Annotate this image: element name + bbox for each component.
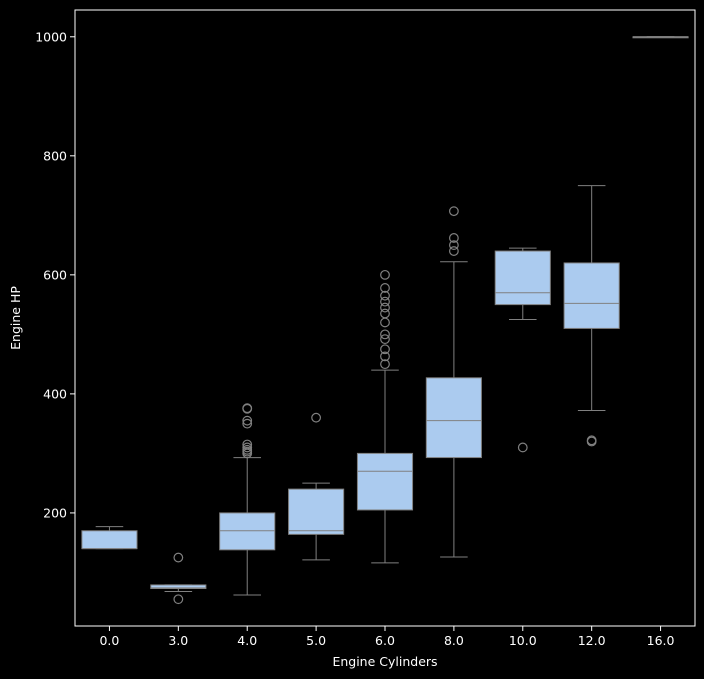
box-group-3-0 [150,552,207,605]
outlier-point [242,444,253,455]
outlier-point [242,415,253,426]
outlier-point [448,206,459,217]
x-axis-label: Engine Cylinders [332,654,437,669]
plot-marks [81,36,689,605]
x-tick-label: 12.0 [578,633,606,648]
box-body [288,488,345,535]
box-group-0-0 [81,526,138,550]
box-group-16-0 [632,36,689,39]
box-body [563,262,620,329]
outlier-point [380,290,390,301]
y-tick-label: 400 [43,386,67,401]
outlier-point [517,442,528,453]
outlier-point [380,334,390,345]
box-body [356,452,414,511]
box-body [219,512,276,551]
outlier-point [311,412,322,423]
outlier-point [380,302,390,313]
y-axis-ticks: 200 400 600 800 1000 [35,29,75,520]
outlier-point [380,283,390,293]
box-body [494,250,551,306]
y-tick-label: 600 [43,267,67,282]
outlier-point [380,359,390,370]
x-tick-label: 3.0 [168,633,188,648]
outlier-point [380,344,390,355]
x-tick-label: 10.0 [509,633,537,648]
outlier-point [242,418,253,429]
outlier-point [586,435,597,446]
box-body [81,530,138,550]
box-group-6-0 [356,269,414,564]
outlier-point [380,269,390,280]
outlier-point [380,351,390,362]
box-group-10-0 [494,247,551,453]
outlier-point [380,308,390,319]
outlier-point [242,439,253,450]
outlier-point [242,403,253,414]
outlier-point [380,329,390,340]
box-group-12-0 [563,185,620,447]
outlier-point [173,552,184,563]
outlier-point [380,296,390,307]
outlier-point [448,246,459,256]
box-group-4-0 [219,403,276,596]
x-tick-label: 16.0 [647,633,675,648]
x-tick-label: 8.0 [444,633,464,648]
box-body [425,377,482,459]
x-tick-label: 4.0 [237,633,257,648]
y-tick-label: 1000 [35,29,67,44]
outlier-point [448,240,459,250]
x-tick-label: 5.0 [306,633,326,648]
y-tick-label: 800 [43,148,67,163]
outlier-point [448,233,459,243]
box-group-5-0 [288,412,345,561]
y-tick-label: 200 [43,505,67,520]
x-axis-ticks: 0.0 3.0 4.0 5.0 6.0 8.0 10.0 12.0 16.0 [99,626,675,648]
outlier-point [173,594,184,605]
y-axis-label: Engine HP [8,286,23,350]
outlier-point [242,442,253,453]
box-group-8-0 [425,206,482,558]
x-tick-label: 0.0 [99,633,119,648]
x-tick-label: 6.0 [375,633,395,648]
box-body [150,584,207,590]
